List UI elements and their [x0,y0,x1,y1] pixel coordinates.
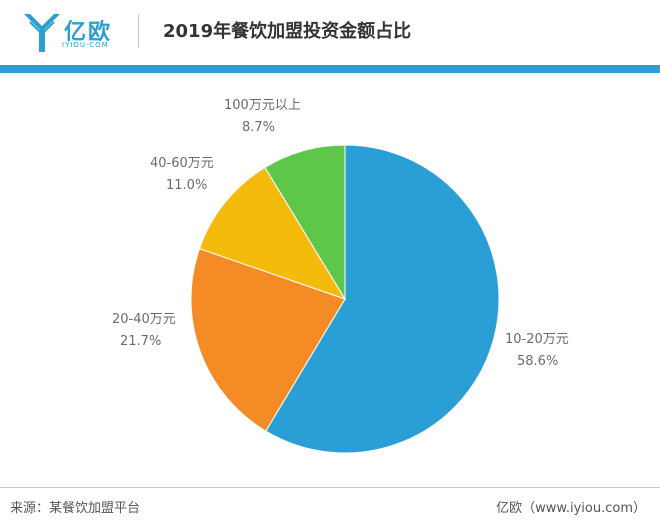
slice-label-40-60: 40-60万元 11.0% [150,153,214,197]
logo-subtext: IYIOU·COM [62,41,109,49]
footer-divider [0,487,660,488]
slice-40-60 [198,166,347,300]
slice-label-20-40: 20-40万元 21.7% [112,309,176,353]
source-note: 来源：某餐饮加盟平台 [10,501,141,516]
slice-label-100-plus-name: 100万元以上 [224,98,301,113]
slice-label-40-60-value: 11.0% [166,178,208,193]
slice-label-100-plus-value: 8.7% [242,120,276,135]
yiou-logo-icon [24,14,60,52]
slice-10-20 [265,144,500,454]
slice-label-20-40-name: 20-40万元 [112,312,176,327]
header: 亿欧 IYIOU·COM 2019年餐饮加盟投资金额占比 [0,0,660,65]
slice-20-40 [190,248,346,432]
chart-area: 100万元以上 8.7% 40-60万元 11.0% 20-40万元 21.7%… [0,73,660,478]
chart-title: 2019年餐饮加盟投资金额占比 [163,21,412,42]
header-divider [138,14,139,48]
pie-chart [190,144,500,454]
slice-label-20-40-value: 21.7% [120,334,162,349]
header-accent-bar [0,65,660,73]
slice-label-10-20-name: 10-20万元 [505,332,569,347]
slice-label-40-60-name: 40-60万元 [150,156,214,171]
credit-link[interactable]: 亿欧（www.iyiou.com） [496,501,646,516]
logo-text: 亿欧 [64,20,113,45]
slice-label-100-plus: 100万元以上 8.7% [224,95,301,139]
slice-label-10-20: 10-20万元 58.6% [505,329,569,373]
slice-label-10-20-value: 58.6% [517,354,559,369]
slice-100-plus [264,144,346,301]
